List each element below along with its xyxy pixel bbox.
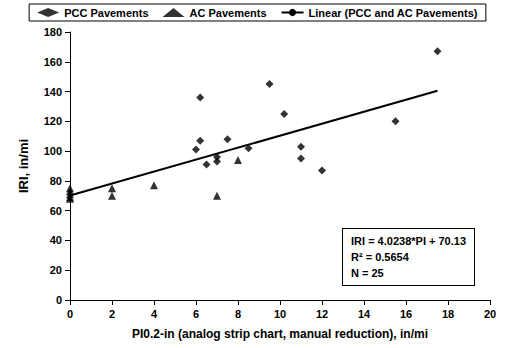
svg-text:Linear (PCC and AC Pavements): Linear (PCC and AC Pavements) [309, 7, 478, 19]
svg-text:60: 60 [50, 205, 62, 217]
svg-text:100: 100 [44, 145, 62, 157]
svg-text:N = 25: N = 25 [351, 267, 384, 279]
svg-text:12: 12 [316, 308, 328, 320]
svg-text:140: 140 [44, 86, 62, 98]
svg-text:PI0.2-in (analog strip chart,: PI0.2-in (analog strip chart, manual red… [132, 327, 428, 341]
svg-text:4: 4 [151, 308, 158, 320]
svg-text:16: 16 [400, 308, 412, 320]
svg-text:160: 160 [44, 56, 62, 68]
svg-text:IRI, in/mi: IRI, in/mi [16, 139, 31, 193]
svg-text:PCC Pavements: PCC Pavements [64, 7, 148, 19]
svg-text:2: 2 [109, 308, 115, 320]
svg-text:180: 180 [44, 26, 62, 38]
svg-text:120: 120 [44, 115, 62, 127]
svg-text:20: 20 [484, 308, 496, 320]
svg-text:18: 18 [442, 308, 454, 320]
svg-text:80: 80 [50, 175, 62, 187]
svg-text:IRI = 4.0238*PI + 70.13: IRI = 4.0238*PI + 70.13 [351, 235, 466, 247]
svg-text:20: 20 [50, 264, 62, 276]
svg-text:8: 8 [235, 308, 241, 320]
svg-text:R² = 0.5654: R² = 0.5654 [351, 251, 410, 263]
svg-text:AC Pavements: AC Pavements [190, 7, 267, 19]
svg-text:40: 40 [50, 234, 62, 246]
svg-text:6: 6 [193, 308, 199, 320]
svg-text:10: 10 [274, 308, 286, 320]
svg-text:0: 0 [56, 294, 62, 306]
svg-text:0: 0 [67, 308, 73, 320]
svg-text:14: 14 [358, 308, 371, 320]
